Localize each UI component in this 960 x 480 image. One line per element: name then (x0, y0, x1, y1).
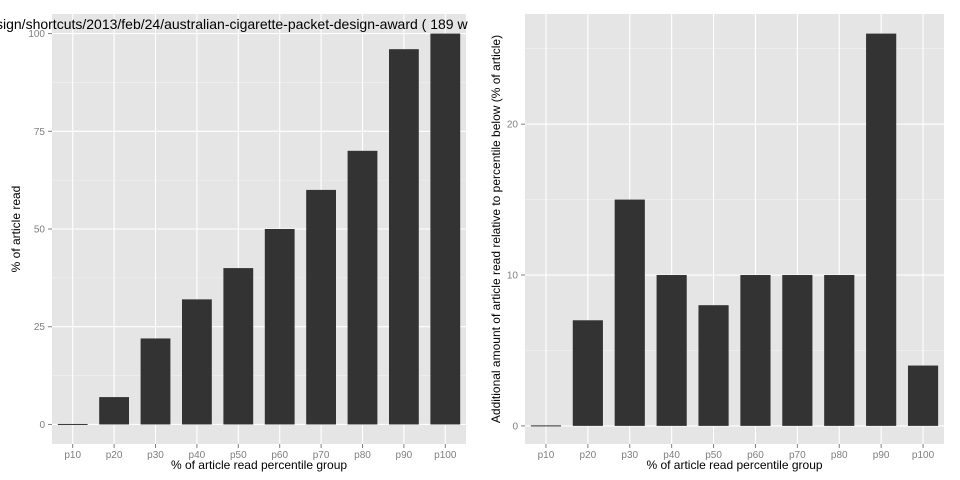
bar-p60 (264, 229, 295, 425)
x-tick-label: p100 (912, 450, 935, 461)
bar-p10 (530, 425, 562, 427)
y-tick-label: 100 (28, 29, 45, 40)
x-tick-label: p60 (747, 450, 764, 461)
bar-p100 (907, 365, 939, 426)
y-tick-label: 75 (34, 127, 46, 138)
bar-p70 (306, 189, 337, 425)
y-axis-label: % of article read (9, 186, 23, 273)
bar-p50 (223, 268, 254, 425)
chart-cumulative-read: 0 25 50 75 100 p10 p20 p30 p40 p50 p60 p70 p80 p90 p10… (0, 14, 468, 472)
x-tick-label: p80 (354, 450, 371, 461)
bar-p10 (57, 423, 88, 425)
bar-p30 (614, 199, 645, 426)
x-tick-label: p30 (621, 450, 638, 461)
x-tick-label: p30 (147, 450, 164, 461)
x-tick-label: p100 (434, 450, 457, 461)
chart-title: sign/shortcuts/2013/feb/24/australian-ci… (0, 16, 468, 32)
x-tick-label: p80 (831, 450, 848, 461)
x-tick-label: p40 (663, 450, 680, 461)
x-axis-label: % of article read percentile group (646, 458, 822, 472)
bar-p50 (698, 305, 729, 426)
x-tick-label: p90 (396, 450, 413, 461)
x-tick-label: p50 (705, 450, 722, 461)
bar-p20 (99, 397, 130, 425)
bar-p90 (388, 49, 419, 425)
x-tick-label: p10 (64, 450, 81, 461)
chart-additional-read: 0 10 20 p10 p20 p30 p40 p50 p60 p70 p80 p90 p100 % of… (489, 14, 944, 472)
bar-p30 (140, 338, 171, 425)
x-tick-label: p60 (271, 450, 288, 461)
y-tick-label: 10 (507, 271, 519, 282)
bar-p40 (656, 275, 687, 426)
x-tick-label: p90 (873, 450, 890, 461)
x-tick-label: p70 (313, 450, 330, 461)
bar-p100 (430, 33, 461, 425)
y-axis-label: Additional amount of article read relati… (489, 35, 503, 423)
x-axis-label: % of article read percentile group (171, 458, 347, 472)
bar-p70 (782, 275, 813, 426)
bar-p40 (181, 299, 212, 425)
x-tick-label: p70 (789, 450, 806, 461)
y-tick-label: 0 (39, 420, 45, 431)
bar-p90 (866, 33, 897, 426)
y-tick-label: 25 (34, 322, 46, 333)
x-tick-label: p20 (106, 450, 123, 461)
y-tick-label: 50 (34, 225, 46, 236)
bar-p80 (824, 275, 855, 426)
y-tick-label: 0 (512, 421, 518, 432)
y-tick-label: 20 (507, 120, 519, 131)
bar-p20 (572, 320, 603, 426)
x-tick-label: p10 (538, 450, 555, 461)
x-tick-label: p20 (580, 450, 597, 461)
x-tick-label: p50 (230, 450, 247, 461)
bar-p60 (740, 275, 771, 426)
bar-p80 (347, 150, 378, 425)
x-tick-label: p40 (189, 450, 206, 461)
